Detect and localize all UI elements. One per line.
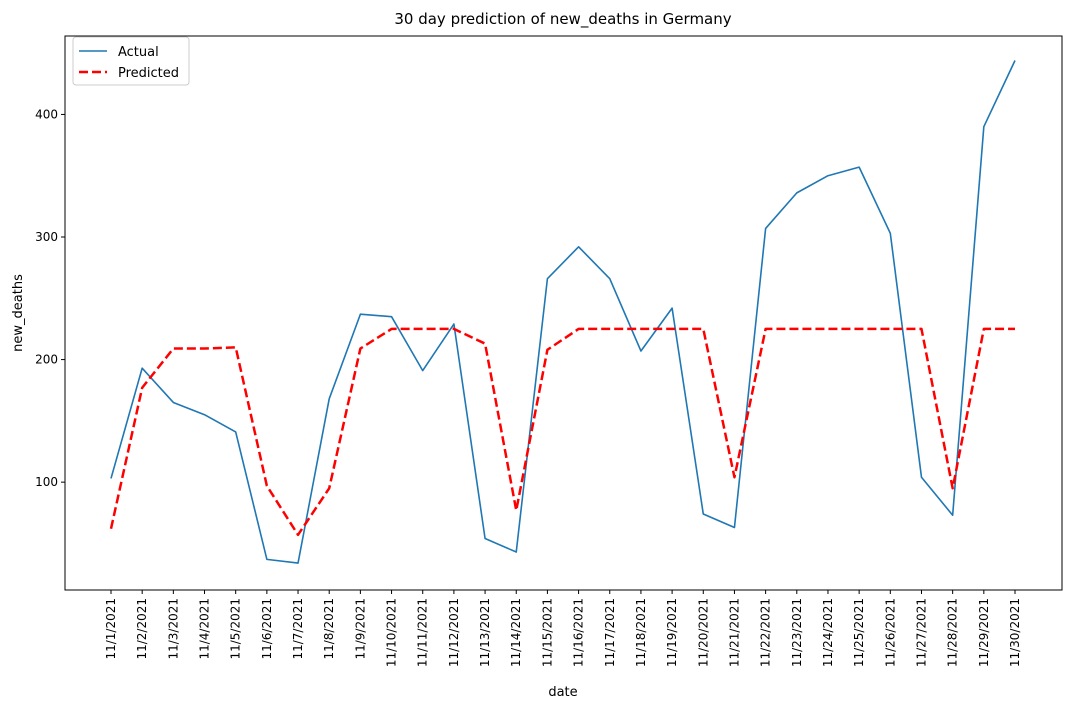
- x-tick-label: 11/3/2021: [166, 598, 180, 660]
- legend-label-actual: Actual: [118, 45, 159, 60]
- chart-title: 30 day prediction of new_deaths in Germa…: [394, 10, 731, 29]
- x-tick-label: 11/4/2021: [198, 598, 212, 660]
- x-tick-label: 11/25/2021: [852, 598, 866, 667]
- series-line-actual: [110, 60, 1016, 564]
- x-tick-label: 11/27/2021: [914, 598, 928, 667]
- x-tick-label: 11/10/2021: [385, 598, 399, 667]
- x-tick-label: 11/21/2021: [727, 598, 741, 667]
- x-tick-label: 11/15/2021: [540, 598, 554, 667]
- x-tick-label: 11/20/2021: [696, 598, 710, 667]
- x-tick-label: 11/26/2021: [883, 598, 897, 667]
- y-axis: 100 200 300 400: [35, 107, 65, 489]
- x-tick-label: 11/13/2021: [478, 598, 492, 667]
- x-tick-label: 11/9/2021: [353, 598, 367, 660]
- x-tick-label: 11/5/2021: [229, 598, 243, 660]
- x-tick-label: 11/12/2021: [447, 598, 461, 667]
- x-tick-label: 11/28/2021: [946, 598, 960, 667]
- x-tick-label: 11/22/2021: [759, 598, 773, 667]
- plot-area: [64, 35, 1063, 591]
- x-axis-label: date: [548, 685, 577, 700]
- y-tick-label: 400: [35, 107, 58, 121]
- x-tick-label: 11/19/2021: [665, 598, 679, 667]
- x-tick-label: 11/8/2021: [322, 598, 336, 660]
- x-tick-label: 11/7/2021: [291, 598, 305, 660]
- x-tick-label: 11/18/2021: [634, 598, 648, 667]
- x-tick-label: 11/6/2021: [260, 598, 274, 660]
- x-axis: 11/1/2021 11/2/2021 11/3/2021 11/4/2021 11/5…: [104, 590, 1022, 667]
- x-tick-label: 11/2/2021: [135, 598, 149, 660]
- x-tick-label: 11/29/2021: [977, 598, 991, 667]
- x-tick-label: 11/14/2021: [509, 598, 523, 667]
- series-layer: [109, 60, 1016, 564]
- y-tick-label: 100: [35, 475, 58, 489]
- plot-frame: [64, 35, 1063, 591]
- x-tick-label: 11/16/2021: [572, 598, 586, 667]
- x-tick-label: 11/23/2021: [790, 598, 804, 667]
- x-tick-label: 11/1/2021: [104, 598, 118, 660]
- y-tick-label: 300: [35, 230, 58, 244]
- legend-label-predicted: Predicted: [118, 66, 179, 81]
- x-tick-label: 11/24/2021: [821, 598, 835, 667]
- legend-box: [72, 36, 190, 86]
- x-tick-label: 11/30/2021: [1008, 598, 1022, 667]
- x-tick-label: 11/11/2021: [416, 598, 430, 667]
- legend: Actual Predicted: [72, 36, 190, 86]
- y-tick-label: 200: [35, 353, 58, 367]
- x-tick-label: 11/17/2021: [603, 598, 617, 667]
- series-line-predicted: [109, 327, 1015, 537]
- y-axis-label: new_deaths: [11, 274, 26, 352]
